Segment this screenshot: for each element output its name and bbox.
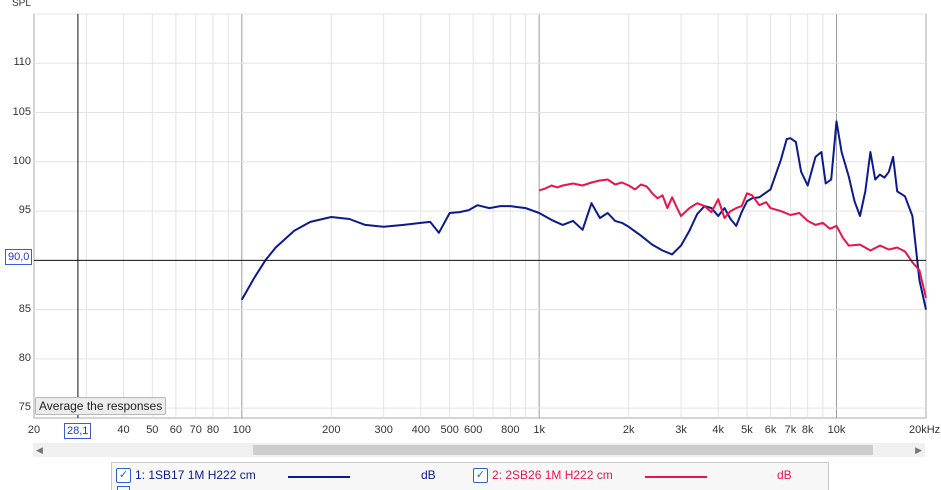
series-line-2 [538,178,927,299]
x-tick-label: 6k [764,424,777,436]
series-line-1 [240,120,927,310]
x-tick-label: 4k [712,424,724,436]
plot-area[interactable] [33,13,927,419]
y-tick-label: 85 [18,302,31,315]
tooltip: Average the responses [35,397,167,415]
frequency-response-plot[interactable] [0,0,941,440]
x-tick-label: 60 [169,424,182,436]
x-tick-label: 20 [27,424,41,436]
y-tick-label: 80 [18,351,31,364]
x-tick-label: 5k [741,424,753,436]
grid-lines [34,13,926,418]
x-tick-label: 100 [232,424,251,436]
x-tick-label: 300 [374,424,393,436]
x-tick-label: 2k [622,424,635,436]
cursor-y-readout: 90,0 [5,249,33,265]
x-tick-label: 1k [533,424,545,436]
cursor-x-readout: 28,1 [64,423,92,439]
scroll-right-arrow-icon[interactable]: ▶ [915,445,922,455]
x-tick-label: 7k [784,424,797,436]
legend-item-2-unit: dB [777,468,792,482]
legend-item-1-swatch [288,476,350,478]
cursor-lines [34,14,926,418]
checkbox-checked-icon[interactable]: ✓ [473,468,488,483]
legend-next-row-checkbox-edge [117,486,130,490]
y-tick-label: 75 [18,401,31,414]
y-axis-title: SPL [12,0,31,9]
x-tick-label: 20kHz [909,424,941,436]
y-tick-label: 105 [12,105,31,118]
x-tick-label: 70 [189,424,202,436]
legend-item-1-label[interactable]: 1: 1SB17 1M H222 cm [135,468,256,482]
legend-item-2-label[interactable]: 2: 2SB26 1M H222 cm [492,468,613,482]
x-tick-label: 200 [322,424,341,436]
scroll-left-arrow-icon[interactable]: ◀ [36,445,43,455]
x-tick-label: 8k [801,424,814,436]
x-tick-label: 600 [464,424,483,436]
x-tick-label: 50 [146,424,159,436]
y-tick-label: 110 [13,56,31,69]
checkbox-checked-icon[interactable]: ✓ [116,468,131,483]
x-tick-label: 500 [440,424,459,436]
legend-item-1-unit: dB [421,468,436,482]
x-tick-label: 3k [675,424,687,436]
horizontal-scrollbar[interactable]: ◀ ▶ [33,443,925,457]
x-tick-label: 10k [827,424,846,436]
legend-item-2-swatch [645,476,707,478]
y-tick-label: 95 [18,204,31,217]
x-tick-label: 800 [501,424,520,436]
x-tick-label: 40 [117,424,130,436]
x-tick-label: 400 [411,424,431,436]
x-tick-label: 80 [206,424,220,436]
series-layer [240,120,927,310]
scrollbar-thumb[interactable] [253,445,873,455]
legend-panel: ✓ 1: 1SB17 1M H222 cm dB ✓ 2: 2SB26 1M H… [111,462,829,490]
y-tick-label: 100 [12,154,31,167]
